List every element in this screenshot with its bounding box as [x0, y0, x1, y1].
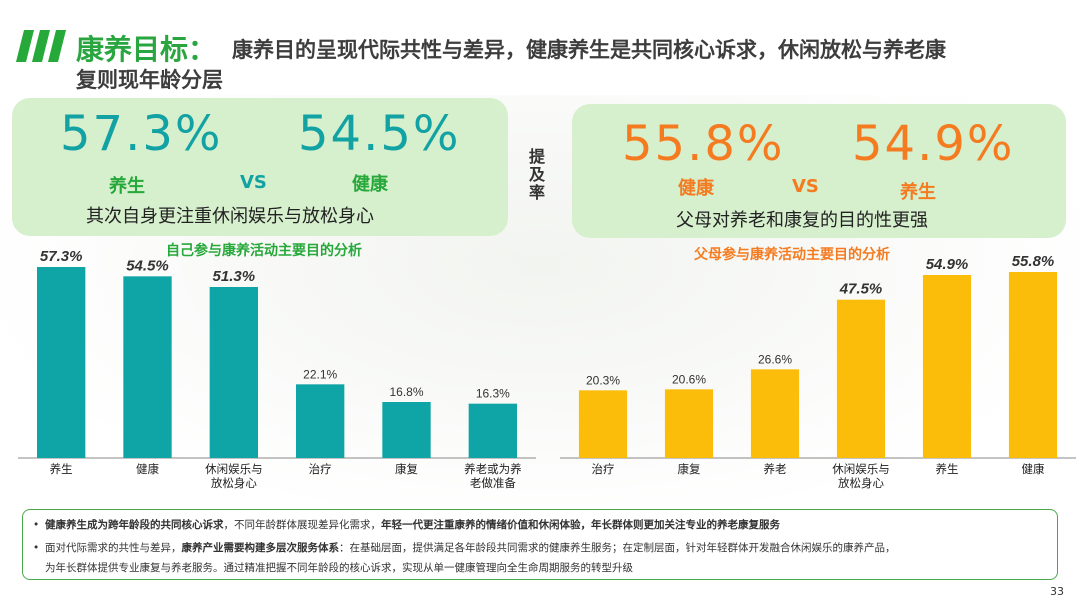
- parents-summary-panel: 55.8% 54.9% 健康 VS 养生 父母对养老和康复的目的性更强: [572, 104, 1066, 238]
- header-bars-icon: [14, 30, 68, 62]
- category-label-4: 康复: [395, 462, 418, 476]
- bar-value-label-0: 20.3%: [586, 373, 620, 387]
- footer-note-2-cont: 为年长群体提供专业康复与养老服务。通过精准把握不同年龄段的核心诉求，实现从单一健…: [45, 562, 633, 574]
- parents-value-b: 54.9%: [852, 116, 1015, 172]
- self-label-b: 健康: [352, 174, 388, 195]
- self-note: 其次自身更注重休闲娱乐与放松身心: [86, 206, 374, 227]
- bar-0: [578, 390, 628, 458]
- parents-value-a: 55.8%: [622, 116, 785, 172]
- mention-rate-label: 提 及 率: [528, 147, 545, 202]
- self-value-b: 54.5%: [298, 106, 461, 162]
- page-title: 康养目标：: [76, 33, 217, 66]
- bar-2: [209, 287, 259, 458]
- bar-value-label-0: 57.3%: [40, 248, 83, 265]
- bar-value-label-4: 16.8%: [389, 385, 423, 399]
- parents-vs: VS: [792, 176, 819, 197]
- bar-4: [382, 402, 431, 458]
- self-vs: VS: [240, 172, 267, 193]
- parents-note: 父母对养老和康复的目的性更强: [676, 210, 928, 231]
- category-label-1: 健康: [136, 462, 159, 476]
- category-label-3: 治疗: [309, 462, 332, 476]
- bar-3: [295, 384, 345, 458]
- bar-value-label-3: 47.5%: [839, 281, 883, 298]
- parents-bar-chart: 20.3% 治疗 20.6% 康复 26.6% 养老 47.5% 休闲娱乐与放松身心 54.9%…: [560, 253, 1076, 490]
- bar-value-label-2: 51.3%: [213, 268, 256, 285]
- category-label-2: 休闲娱乐与放松身心: [205, 462, 263, 490]
- bar-3: [836, 299, 886, 458]
- category-label-0: 治疗: [592, 462, 615, 476]
- parents-chart-title: 父母参与康养活动主要目的分析: [694, 247, 890, 263]
- bar-5: [1008, 272, 1058, 458]
- bar-4: [922, 275, 972, 458]
- bar-1: [664, 389, 714, 458]
- bar-1: [123, 276, 172, 458]
- parents-label-a: 健康: [678, 178, 714, 199]
- page-subtitle: 康养目的呈现代际共性与差异，健康养生是共同核心诉求，休闲放松与养老康: [232, 38, 946, 62]
- footer-note-2: • 面对代际需求的共性与差异，康养产业需要构建多层次服务体系：在基础层面，提供满足…: [33, 542, 896, 554]
- bar-5: [468, 403, 518, 458]
- page-number: 33: [1050, 585, 1064, 598]
- bar-value-label-5: 16.3%: [476, 387, 510, 401]
- bar-value-label-1: 54.5%: [126, 257, 169, 274]
- category-label-2: 养老: [764, 462, 787, 476]
- category-label-1: 康复: [678, 462, 701, 476]
- self-bar-chart: 57.3% 养生 54.5% 健康 51.3% 休闲娱乐与放松身心 22.1% 治疗 16.8%…: [18, 248, 536, 490]
- self-summary-panel: 57.3% 54.5% 养生 VS 健康 其次自身更注重休闲娱乐与放松身心: [12, 98, 508, 236]
- footer-notes: • 健康养生成为跨年龄段的共同核心诉求，不同年龄群体展现差异化需求，年轻一代更注重…: [22, 509, 1058, 580]
- bar-2: [750, 369, 800, 458]
- bar-value-label-1: 20.6%: [672, 372, 706, 386]
- category-label-5: 养老或为养老做准备: [464, 462, 522, 490]
- footer-note-1: • 健康养生成为跨年龄段的共同核心诉求，不同年龄群体展现差异化需求，年轻一代更注重…: [33, 519, 780, 531]
- page-subtitle-line2: 复则现年龄分层: [76, 68, 223, 92]
- self-chart-title: 自己参与康养活动主要目的分析: [166, 243, 362, 259]
- self-label-a: 养生: [109, 176, 145, 197]
- bar-value-label-2: 26.6%: [758, 352, 792, 366]
- category-label-5: 健康: [1022, 462, 1045, 476]
- self-value-a: 57.3%: [60, 106, 223, 162]
- category-label-0: 养生: [50, 462, 73, 476]
- bar-value-label-3: 22.1%: [303, 367, 337, 381]
- category-label-3: 休闲娱乐与放松身心: [832, 462, 890, 490]
- bar-value-label-4: 54.9%: [926, 256, 969, 273]
- parents-label-b: 养生: [900, 182, 936, 203]
- bar-value-label-5: 55.8%: [1012, 253, 1055, 270]
- category-label-4: 养生: [936, 462, 959, 476]
- bar-0: [36, 267, 86, 458]
